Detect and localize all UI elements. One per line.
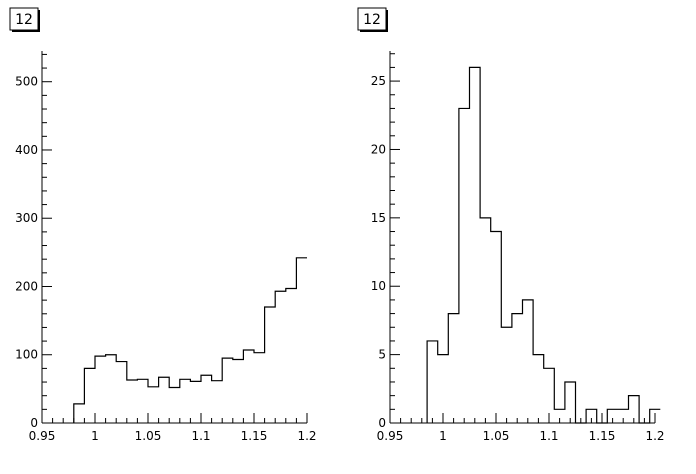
x-tick-label: 1.15 xyxy=(589,429,616,443)
histogram-bin xyxy=(159,377,170,423)
histogram-panel-1: 12 0.95 1 1.05 1.1 1.15 1.2 0 100 200 300 400 500 xyxy=(9,7,317,443)
histogram-bin xyxy=(137,379,148,423)
histogram-bin xyxy=(480,218,491,423)
title-box xyxy=(357,7,387,31)
histogram-bin xyxy=(190,381,201,423)
histogram-bin xyxy=(148,387,159,423)
x-tick-label: 1 xyxy=(439,429,447,443)
x-tick-label: 1.2 xyxy=(297,429,316,443)
x-tick-label: 1.05 xyxy=(483,429,510,443)
histogram-panel-2: 12 0.95 1 1.05 1.1 1.15 1.2 0 5 10 15 20 25 xyxy=(357,7,665,443)
histogram-bin xyxy=(286,289,297,423)
histogram-bin xyxy=(212,381,223,423)
x-tick-label: 1.15 xyxy=(241,429,268,443)
histogram-bin xyxy=(180,379,191,423)
histogram-bin xyxy=(491,232,502,423)
histogram-bin xyxy=(275,291,286,423)
histogram-bin xyxy=(116,362,127,423)
histogram-bin xyxy=(265,307,276,423)
x-tick-label: 0.95 xyxy=(29,429,56,443)
histogram-bin xyxy=(254,353,265,423)
chart-title: 12 xyxy=(15,12,33,28)
histogram-bin xyxy=(243,350,254,423)
histogram-bin xyxy=(169,388,180,423)
histogram-bin xyxy=(127,380,138,423)
histogram-bin xyxy=(470,67,481,423)
histogram-bin xyxy=(201,375,212,423)
y-tick-label: 0 xyxy=(30,416,38,430)
chart-title: 12 xyxy=(363,12,381,28)
x-tick-label: 1.1 xyxy=(191,429,210,443)
y-tick-label: 100 xyxy=(15,348,38,362)
histogram-bin xyxy=(84,368,95,423)
y-tick-label: 15 xyxy=(371,211,386,225)
y-tick-label: 400 xyxy=(15,143,38,157)
histogram-bin xyxy=(501,327,512,423)
histogram-bin xyxy=(296,258,307,423)
histogram-bin xyxy=(233,360,244,423)
y-tick-label: 10 xyxy=(371,279,386,293)
histogram-bin xyxy=(448,314,459,423)
histogram-bin xyxy=(533,355,544,423)
histogram-bin xyxy=(95,356,106,423)
histogram-bin xyxy=(222,358,233,423)
histogram-bin xyxy=(565,382,576,423)
y-tick-label: 20 xyxy=(371,142,386,156)
y-tick-label: 5 xyxy=(378,348,386,362)
y-tick-label: 500 xyxy=(15,75,38,89)
y-tick-label: 300 xyxy=(15,211,38,225)
histogram-bin xyxy=(106,355,117,423)
histogram-bin xyxy=(74,404,85,423)
x-tick-label: 1 xyxy=(91,429,99,443)
histogram-bin xyxy=(438,355,449,423)
x-tick-label: 1.2 xyxy=(645,429,664,443)
histogram-outline xyxy=(426,66,661,424)
x-tick-label: 0.95 xyxy=(377,429,404,443)
histogram-bin xyxy=(427,341,438,423)
y-tick-label: 25 xyxy=(371,74,386,88)
histogram-outline xyxy=(73,257,307,423)
histogram-bin xyxy=(512,314,523,423)
x-tick-label: 1.1 xyxy=(539,429,558,443)
title-box xyxy=(9,7,39,31)
y-tick-label: 200 xyxy=(15,279,38,293)
histogram-bin xyxy=(523,300,534,423)
y-tick-label: 0 xyxy=(378,416,386,430)
histogram-bin xyxy=(459,108,470,423)
x-tick-label: 1.05 xyxy=(135,429,162,443)
